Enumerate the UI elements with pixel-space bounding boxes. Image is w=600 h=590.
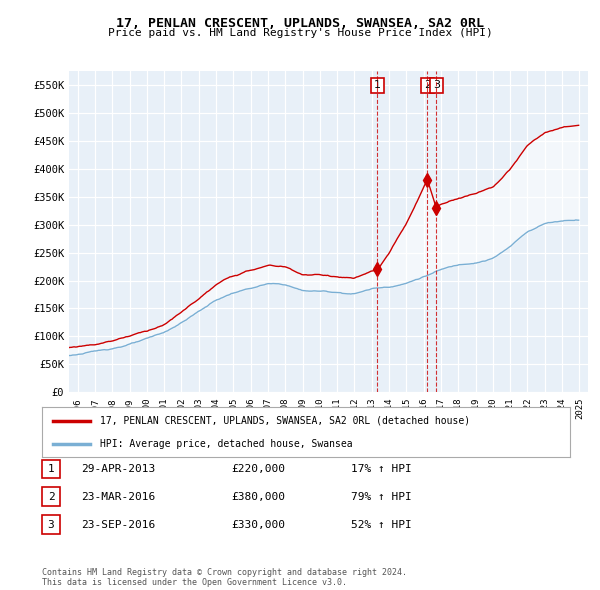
Text: 17% ↑ HPI: 17% ↑ HPI <box>351 464 412 474</box>
Text: 29-APR-2013: 29-APR-2013 <box>81 464 155 474</box>
Text: £330,000: £330,000 <box>231 520 285 529</box>
Text: £380,000: £380,000 <box>231 492 285 502</box>
Text: Price paid vs. HM Land Registry's House Price Index (HPI): Price paid vs. HM Land Registry's House … <box>107 28 493 38</box>
Text: 23-MAR-2016: 23-MAR-2016 <box>81 492 155 502</box>
Text: 1: 1 <box>47 464 55 474</box>
Text: 79% ↑ HPI: 79% ↑ HPI <box>351 492 412 502</box>
Text: 2: 2 <box>47 492 55 502</box>
Text: 17, PENLAN CRESCENT, UPLANDS, SWANSEA, SA2 0RL (detached house): 17, PENLAN CRESCENT, UPLANDS, SWANSEA, S… <box>100 415 470 425</box>
Text: 17, PENLAN CRESCENT, UPLANDS, SWANSEA, SA2 0RL: 17, PENLAN CRESCENT, UPLANDS, SWANSEA, S… <box>116 17 484 30</box>
Text: 52% ↑ HPI: 52% ↑ HPI <box>351 520 412 529</box>
Text: Contains HM Land Registry data © Crown copyright and database right 2024.
This d: Contains HM Land Registry data © Crown c… <box>42 568 407 587</box>
Text: 3: 3 <box>433 80 440 90</box>
Text: £220,000: £220,000 <box>231 464 285 474</box>
Text: 2: 2 <box>424 80 431 90</box>
Text: 3: 3 <box>47 520 55 529</box>
Text: HPI: Average price, detached house, Swansea: HPI: Average price, detached house, Swan… <box>100 439 353 449</box>
Text: 23-SEP-2016: 23-SEP-2016 <box>81 520 155 529</box>
Text: 1: 1 <box>374 80 381 90</box>
